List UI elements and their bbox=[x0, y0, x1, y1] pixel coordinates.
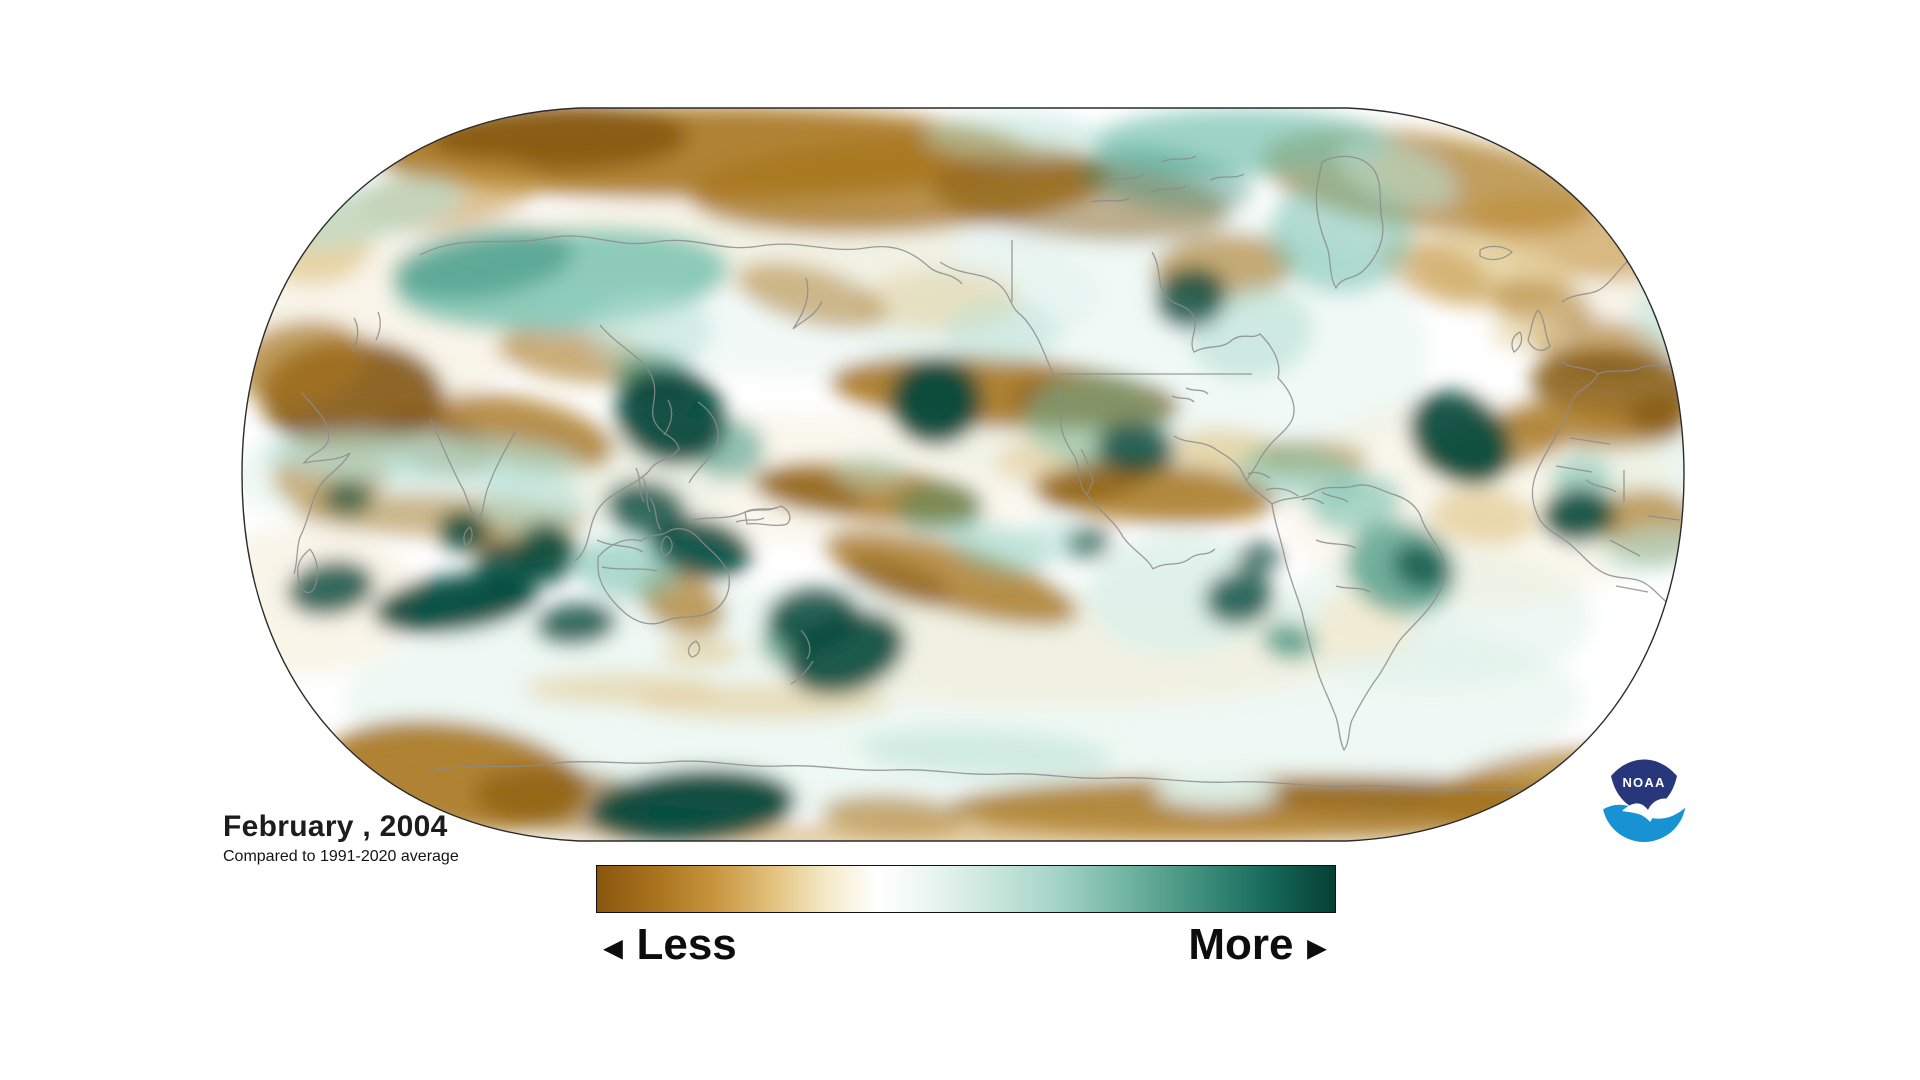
page-subtitle: Compared to 1991-2020 average bbox=[223, 847, 459, 865]
colorbar-gradient bbox=[596, 865, 1336, 913]
seagull-icon bbox=[1622, 798, 1669, 822]
more-arrow-icon: ▶ bbox=[1307, 934, 1326, 962]
less-arrow-icon: ◀ bbox=[604, 934, 623, 962]
coastlines bbox=[293, 155, 1681, 803]
map-outline bbox=[241, 107, 1685, 842]
anomaly-blobs bbox=[242, 108, 1684, 841]
page-title: February , 2004 bbox=[223, 810, 448, 843]
noaa-logo: NOAA bbox=[1602, 758, 1686, 842]
legend-labels: ◀ Less More ▶ bbox=[596, 913, 1336, 970]
less-label-group: ◀ Less bbox=[604, 920, 737, 970]
caption: February , 2004 Compared to 1991-2020 av… bbox=[223, 810, 459, 866]
more-label: More bbox=[1188, 920, 1294, 969]
noaa-wave-shape bbox=[1602, 804, 1686, 842]
noaa-logo-text: NOAA bbox=[1622, 775, 1665, 790]
more-label-group: More ▶ bbox=[1188, 920, 1326, 970]
less-label: Less bbox=[636, 920, 737, 969]
colorbar: ◀ Less More ▶ bbox=[596, 865, 1336, 970]
